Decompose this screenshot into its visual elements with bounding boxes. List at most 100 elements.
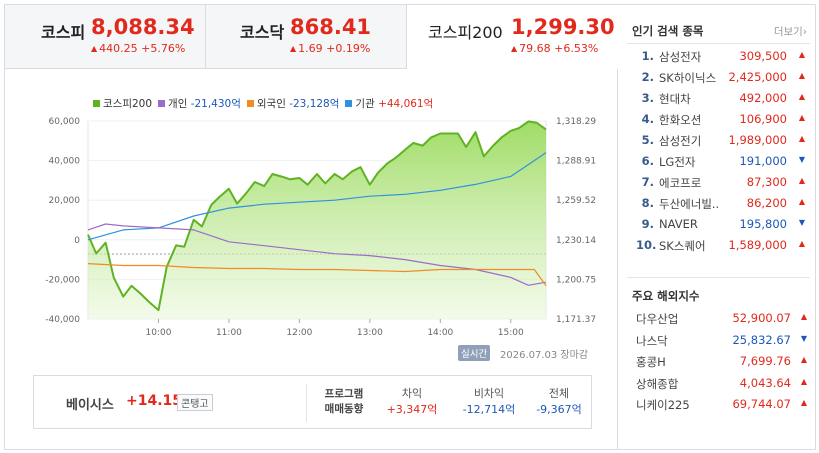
stock-price: 106,900 [739, 112, 787, 126]
y-right-tick-label: 1,171.37 [556, 315, 596, 325]
x-tick-label: 11:00 [216, 328, 242, 338]
rank-number: 2. [641, 70, 654, 84]
up-triangle-icon: ▲ [798, 113, 805, 122]
up-triangle-icon: ▲ [798, 176, 805, 185]
stock-price: 309,500 [739, 49, 787, 63]
y-left-tick-label: 0 [74, 236, 80, 246]
y-right-tick-label: 1,230.14 [556, 236, 596, 246]
world-index-item[interactable]: 다우산업 52,900.07 ▲ [636, 311, 807, 332]
program-label-line2: 매매동향 [324, 403, 364, 415]
legend-swatch [158, 100, 166, 107]
stock-price: 1,589,000 [728, 238, 787, 252]
stock-name: 현대차 [659, 92, 691, 106]
rank-number: 6. [641, 154, 654, 168]
legend-value: -23,128억 [285, 98, 340, 110]
tab-kosdaq-name: 코스닥 [240, 23, 285, 42]
stock-price: 87,300 [746, 175, 787, 189]
world-index-value: 4,043.64 [739, 375, 791, 390]
program-non-arbitrage-header: 비차익 [473, 387, 505, 400]
up-triangle-icon: ▲ [800, 312, 807, 321]
popular-list-item[interactable]: 7. 에코프로 87,300 ▲ [631, 175, 807, 196]
popular-list-item[interactable]: 2. SK하이닉스 2,425,000 ▲ [631, 70, 807, 91]
rank-number: 7. [641, 175, 654, 189]
world-index-name: 니케이225 [636, 398, 690, 412]
popular-list-item[interactable]: 5. 삼성전기 1,989,000 ▲ [631, 133, 807, 154]
legend-value: +44,061억 [374, 98, 434, 110]
basis-label: 베이시스 [66, 398, 114, 413]
y-left-tick-label: -20,000 [45, 275, 80, 285]
series-line-institution [87, 152, 547, 241]
index-tabs: 코스피 8,088.34 ▲ 440.25 +5.76% 코스닥 868.41 ▲… [5, 5, 618, 69]
up-triangle-icon: ▲ [798, 134, 805, 143]
up-triangle-icon: ▲ [290, 44, 297, 53]
world-index-item[interactable]: 나스닥 25,832.67 ▼ [636, 333, 807, 354]
popular-list-item[interactable]: 10. SK스퀘어 1,589,000 ▲ [631, 238, 807, 259]
legend-swatch [246, 100, 254, 107]
up-triangle-icon: ▲ [800, 355, 807, 364]
rank-number: 1. [641, 49, 654, 63]
divider [306, 384, 307, 422]
world-index-item[interactable]: 니케이225 69,744.07 ▲ [636, 397, 807, 418]
chart-plot: 60,000 1,318.29 40,000 1,288.91 20,000 1,259.… [45, 117, 596, 338]
tab-kospi-change-text: 440.25 +5.76% [99, 42, 186, 55]
down-triangle-icon: ▼ [800, 333, 807, 343]
tab-kospi200[interactable]: 코스피200 1,299.30 ▲ 79.68 +6.53% [407, 5, 618, 69]
series-line-kospi200 [87, 120, 547, 312]
chart-date: 2026.07.03 장마감 [500, 350, 589, 361]
stock-name: SK하이닉스 [659, 71, 717, 85]
popular-list-item[interactable]: 6. LG전자 191,000 ▼ [631, 154, 807, 175]
y-left-tick-label: 60,000 [49, 117, 81, 127]
legend-name: 코스피200 [103, 98, 153, 110]
stock-name: SK스퀘어 [659, 239, 706, 253]
tab-kosdaq[interactable]: 코스닥 868.41 ▲ 1.69 +0.19% [206, 5, 407, 69]
world-index-value: 25,832.67 [732, 332, 791, 347]
stock-name: 삼성전기 [659, 134, 702, 148]
up-triangle-icon: ▲ [91, 44, 98, 53]
up-triangle-icon: ▲ [511, 44, 518, 53]
realtime-badge[interactable]: 실시간 [458, 345, 491, 361]
tab-kospi200-change-text: 79.68 +6.53% [519, 42, 599, 55]
program-label-line1: 프로그램 [324, 388, 364, 400]
popular-list-item[interactable]: 4. 한화오션 106,900 ▲ [631, 112, 807, 133]
up-triangle-icon: ▲ [800, 398, 807, 407]
rank-number: 10. [636, 238, 657, 252]
basis-value: +14.15 [126, 393, 183, 409]
legend-item[interactable]: 기관 +44,061억 [345, 96, 433, 111]
more-link[interactable]: 더보기› [774, 24, 807, 39]
legend-item[interactable]: 코스피200 [93, 96, 152, 111]
popular-list-item[interactable]: 1. 삼성전자 309,500 ▲ [631, 49, 807, 70]
stock-name: NAVER [659, 217, 698, 231]
popular-list-item[interactable]: 9. NAVER 195,800 ▼ [631, 217, 807, 238]
tab-kospi200-value: 1,299.30 [511, 15, 615, 39]
legend-item[interactable]: 개인 -21,430억 [158, 96, 241, 111]
series-line-individual [87, 223, 547, 286]
intraday-chart: 코스피200 개인 -21,430억 외국인 -23,128억 기관 +44,061억… [5, 69, 618, 369]
divider [627, 43, 810, 44]
stock-name: 삼성전자 [659, 50, 702, 64]
stock-name: 한화오션 [659, 113, 702, 127]
rank-number: 5. [641, 133, 654, 147]
world-index-name: 나스닥 [636, 333, 668, 348]
stock-name: 에코프로 [659, 176, 702, 190]
world-index-item[interactable]: 상해종합 4,043.64 ▲ [636, 376, 807, 397]
popular-list-item[interactable]: 8. 두산에너빌.. 86,200 ▲ [631, 196, 807, 217]
chevron-right-icon: › [802, 26, 807, 38]
world-index-item[interactable]: 홍콩H 7,699.76 ▲ [636, 354, 807, 375]
chart-legend: 코스피200 개인 -21,430억 외국인 -23,128억 기관 +44,061억 [93, 96, 439, 111]
legend-item[interactable]: 외국인 -23,128억 [246, 96, 340, 111]
y-left-tick-label: 20,000 [49, 196, 81, 206]
up-triangle-icon: ▲ [798, 239, 805, 248]
x-tick-label: 14:00 [427, 328, 453, 338]
y-right-tick-label: 1,200.75 [556, 275, 596, 285]
tab-kospi[interactable]: 코스피 8,088.34 ▲ 440.25 +5.76% [5, 5, 206, 69]
stock-price: 1,989,000 [728, 133, 787, 147]
world-index-name: 홍콩H [636, 355, 666, 369]
program-label: 프로그램 매매동향 [321, 387, 367, 417]
popular-list-item[interactable]: 3. 현대차 492,000 ▲ [631, 91, 807, 112]
legend-name: 외국인 [256, 98, 286, 110]
market-widget: 코스피 8,088.34 ▲ 440.25 +5.76% 코스닥 868.41 ▲… [4, 4, 816, 450]
stock-name: LG전자 [659, 155, 696, 169]
world-index-value: 52,900.07 [732, 311, 791, 325]
world-title: 주요 해외지수 [632, 289, 700, 303]
program-total: 전체 -9,367억 [524, 386, 594, 418]
